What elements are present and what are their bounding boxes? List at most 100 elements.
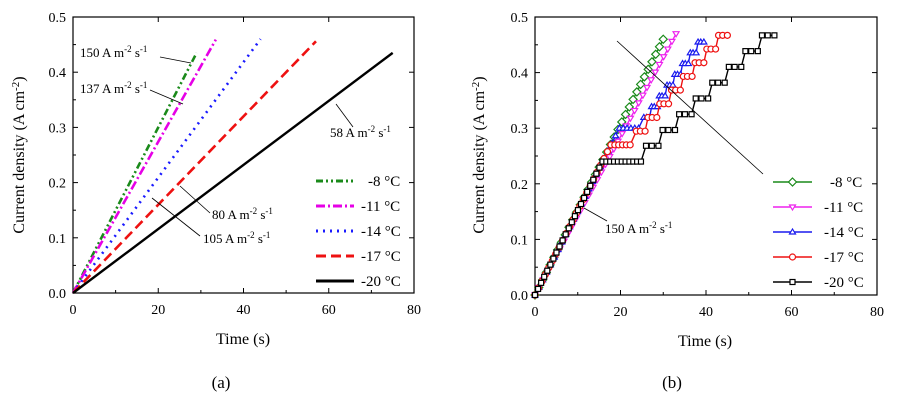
series-4-point-39 [676, 111, 683, 118]
annotation-137: 137 A m-2 s-1 [80, 80, 184, 105]
legend-swatch [773, 253, 812, 261]
series-line-3 [72, 40, 317, 294]
series-1-point-30 [655, 61, 664, 69]
series-4-point-41 [688, 111, 695, 118]
series-1-point-29 [651, 69, 660, 77]
y-tick-label: 0.0 [49, 287, 67, 302]
y-tick-label: 0.5 [49, 11, 67, 26]
series-4-point-2 [538, 279, 545, 286]
chart-panel-a: 0 20 40 60 80 0.0 0.1 0.2 0.3 0.4 0.5 Current dens… [10, 11, 421, 392]
x-tick-label: 60 [785, 305, 799, 320]
series-1-point-33 [667, 38, 676, 46]
x-tick-label: 0 [70, 303, 77, 318]
annotation-105: 105 A m-2 s-1 [151, 197, 270, 246]
series-line-0 [71, 52, 198, 294]
series-1-point-27 [642, 84, 652, 92]
trend-arrow [616, 40, 764, 175]
series-0-point-27 [631, 87, 642, 97]
x-tick-label: 60 [322, 303, 336, 318]
series-2-point-48 [692, 48, 701, 56]
series-3-point-39 [676, 86, 684, 94]
series-line-3 [534, 34, 728, 296]
axis-ticks: 0 20 40 60 80 0.0 0.1 0.2 0.3 0.4 0.5 [511, 11, 885, 320]
annotation-arrow [149, 89, 184, 105]
series-3-point-30 [641, 127, 649, 135]
y-axis-title: Current density (A cm-2) [10, 76, 28, 233]
annotation-label: 150 A m-2 s-1 [605, 220, 672, 236]
series-1-point-24 [630, 107, 639, 115]
x-tick-label: 40 [699, 305, 713, 320]
series-1-point-23 [626, 115, 635, 123]
series-4-point-21 [596, 164, 603, 171]
legend-swatch [773, 227, 812, 235]
annotation-150: 150 A m-2 s-1 [80, 44, 192, 64]
y-tick-label: 0.5 [511, 11, 529, 26]
series-4-point-40 [681, 111, 689, 118]
x-tick-label: 80 [407, 303, 421, 318]
annotation-150: 150 A m-2 s-1 [583, 207, 672, 236]
legend-label: -11 °C [361, 199, 400, 215]
series-4-point-14 [574, 206, 582, 214]
series-3-point-51 [723, 31, 731, 39]
annotation-label: 58 A m-2 s-1 [330, 124, 391, 140]
series-3-point-36 [664, 100, 673, 108]
series-3-point-21 [603, 148, 612, 156]
series-lines [71, 38, 394, 294]
series-1-point-34 [672, 31, 681, 38]
legend-swatch-marker [788, 253, 797, 261]
series-4-point-44 [705, 95, 712, 102]
legend-item: -11 °C [316, 199, 400, 215]
series-1-point-26 [638, 92, 647, 100]
series-3-point-42 [688, 72, 696, 81]
legend-label: -14 °C [361, 224, 401, 240]
series-line-2 [534, 41, 704, 296]
legend-item: -14 °C [773, 225, 864, 241]
series-4-point-42 [692, 95, 699, 102]
series-0-point-31 [647, 56, 657, 67]
annotation-arrow [151, 197, 201, 237]
chart-panel-b: 0 20 40 60 80 0.0 0.1 0.2 0.3 0.4 0.5 Current dens… [470, 11, 884, 392]
y-tick-label: 0.1 [511, 233, 529, 248]
series-4-point-37 [665, 126, 672, 134]
series-0-point-34 [658, 34, 669, 45]
series-4-point-12 [568, 219, 575, 226]
series-line-4 [72, 51, 394, 294]
series-4-point-51 [742, 48, 749, 55]
legend-label: -20 °C [824, 275, 864, 291]
annotation-label: 80 A m-2 s-1 [212, 206, 273, 222]
series-1-point-31 [659, 54, 668, 61]
legend-item: -8 °C [773, 175, 862, 191]
series-3-point-48 [712, 45, 720, 53]
series-4-point-55 [764, 32, 771, 39]
series-0-point-32 [650, 49, 661, 60]
x-tick-label: 20 [151, 303, 165, 318]
legend-label: -20 °C [361, 274, 401, 290]
legend: -8 °C -11 °C -14 °C -17 °C -20 °C [773, 175, 864, 291]
series-4-point-13 [571, 213, 578, 220]
series-4-point-17 [584, 188, 591, 195]
x-tick-label: 20 [614, 305, 628, 320]
panel-label-b: (b) [662, 373, 682, 392]
series-4-point-0 [531, 291, 539, 299]
legend-label: -8 °C [368, 174, 400, 190]
y-tick-label: 0.3 [49, 121, 67, 136]
legend-swatch-marker [788, 227, 797, 235]
series-2-point-45 [684, 59, 693, 67]
legend-swatch-marker [788, 204, 797, 212]
series-4-point-56 [771, 32, 778, 39]
axis-ticks: 0 20 40 60 80 0.0 0.1 0.2 0.3 0.4 0.5 [49, 11, 422, 318]
series-4-point-18 [587, 182, 594, 189]
series-4-point-45 [709, 79, 716, 86]
x-axis-title: Time (s) [678, 333, 732, 350]
legend: -8 °C -11 °C -14 °C -17 °C -20 °C [316, 174, 401, 290]
series-0-point-29 [639, 72, 650, 82]
x-axis-title: Time (s) [216, 331, 270, 348]
y-tick-label: 0.2 [49, 177, 67, 192]
series-4-point-7 [553, 249, 560, 256]
legend-item: -20 °C [316, 274, 401, 290]
series-4-point-9 [559, 237, 566, 244]
y-tick-label: 0.2 [511, 178, 529, 193]
series-4-point-10 [562, 231, 569, 238]
series-4-point-4 [544, 267, 551, 274]
